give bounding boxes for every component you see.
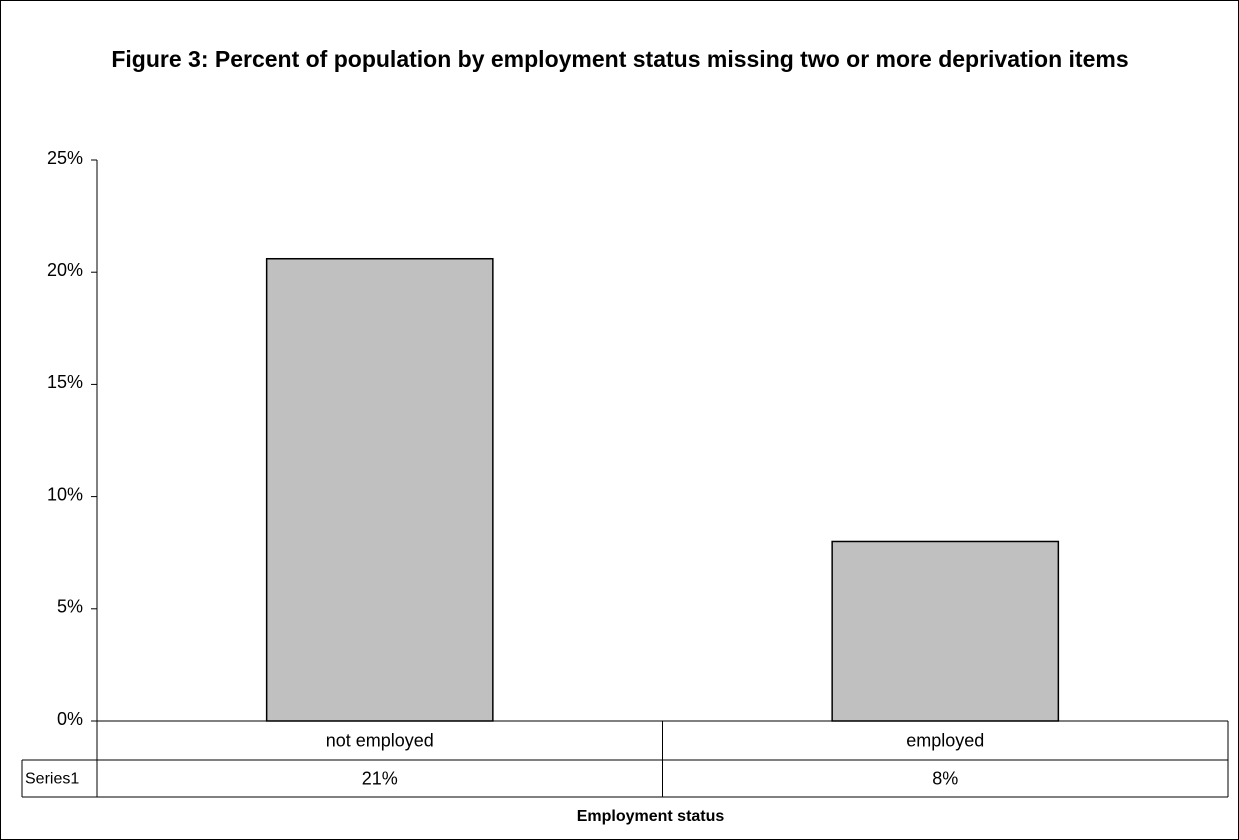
y-tick-label: 25% [47,148,83,168]
y-tick-label: 10% [47,484,83,504]
bar [831,540,1060,722]
y-tick-label: 0% [57,709,83,729]
x-category-label: employed [906,730,984,750]
data-table-value: 8% [932,768,958,788]
bar [265,257,494,722]
x-category-label: not employed [326,730,434,750]
y-tick-label: 15% [47,372,83,392]
data-table-value: 21% [362,768,398,788]
data-table-series-label: Series1 [25,771,79,788]
y-tick-label: 5% [57,597,83,617]
chart-title: Figure 3: Percent of population by emplo… [111,46,1129,72]
x-axis-title: Employment status [577,808,725,825]
y-tick-label: 20% [47,260,83,280]
